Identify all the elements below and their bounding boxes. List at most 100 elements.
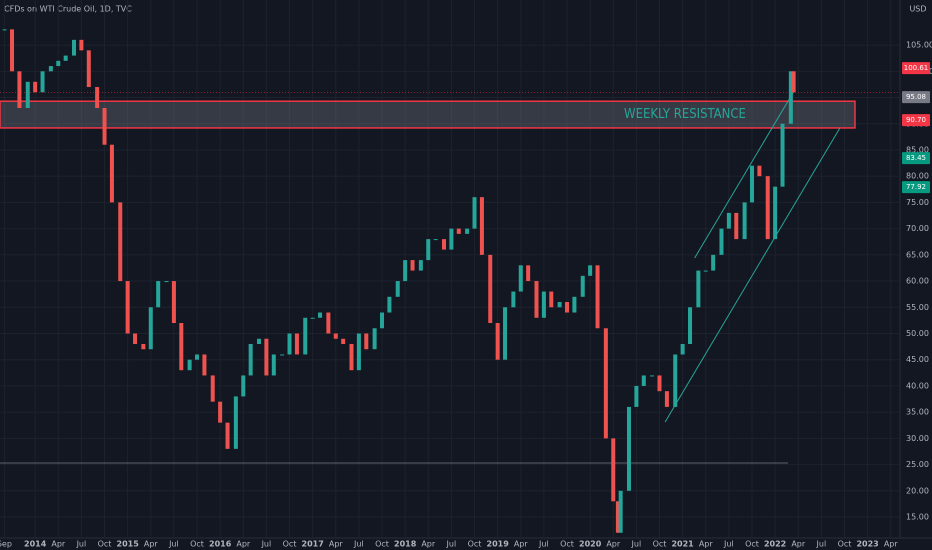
resistance-label: WEEKLY RESISTANCE — [624, 107, 746, 122]
resistance-band — [0, 100, 856, 129]
y-tick-label: 35.00 — [906, 408, 929, 417]
price-tag — [902, 91, 930, 104]
y-tick-label: 105.00 — [906, 41, 932, 50]
candle — [680, 343, 685, 355]
candle — [696, 270, 701, 308]
candle — [287, 333, 292, 355]
candle — [195, 354, 200, 360]
y-tick-label: 45.00 — [906, 355, 929, 364]
candle — [526, 265, 531, 282]
candle — [118, 202, 123, 282]
candle — [634, 385, 639, 407]
x-tick-label: Apr — [51, 540, 66, 549]
y-tick-label: 75.00 — [906, 198, 929, 207]
x-tick-label: Sep — [0, 540, 12, 549]
candle — [757, 165, 762, 177]
y-tick-label: 30.00 — [906, 434, 929, 443]
candle — [387, 296, 392, 313]
candle — [688, 307, 693, 344]
candle — [109, 144, 114, 203]
y-tick-label: 40.00 — [906, 381, 929, 390]
x-tick-label: Apr — [884, 540, 899, 549]
channel-line — [694, 89, 795, 259]
y-tick-label: 60.00 — [906, 277, 929, 286]
candle — [472, 197, 477, 229]
candle — [326, 312, 331, 334]
candle — [557, 302, 562, 308]
candle — [750, 165, 755, 203]
candle — [179, 323, 184, 371]
currency-label: USD — [909, 5, 926, 14]
candle — [218, 401, 223, 423]
candle — [488, 254, 493, 324]
candle — [626, 406, 631, 491]
chart-title: CFDs on WTI Crude Oil, 1D, TVC — [4, 5, 132, 14]
price-tag-label: 90.70 — [906, 116, 926, 124]
candle — [418, 260, 423, 271]
candle — [572, 296, 577, 313]
x-tick-label: 2022 — [764, 540, 786, 549]
x-tick-label: Apr — [329, 540, 344, 549]
x-tick-label: 2017 — [302, 540, 324, 549]
candle — [210, 375, 215, 402]
x-tick-label: Oct — [745, 540, 759, 549]
candle — [141, 343, 146, 350]
x-tick-label: Oct — [190, 540, 204, 549]
x-tick-label: Jul — [631, 540, 642, 549]
candle — [264, 338, 269, 376]
x-tick-label: Apr — [791, 540, 806, 549]
x-tick-label: Jul — [353, 540, 364, 549]
candle — [202, 354, 207, 376]
candle — [449, 228, 454, 250]
candle — [271, 354, 276, 376]
candle — [102, 108, 107, 145]
price-tag-label: 83.45 — [906, 154, 926, 162]
x-tick-label: Jul — [168, 540, 179, 549]
x-tick-label: Jul — [538, 540, 549, 549]
candle — [241, 375, 246, 397]
x-tick-label: Jul — [446, 540, 457, 549]
x-tick-label: Oct — [468, 540, 482, 549]
candle — [541, 291, 546, 318]
candle — [33, 81, 38, 93]
candle — [171, 281, 176, 324]
candle — [225, 422, 230, 449]
price-tag — [902, 62, 930, 75]
candle — [2, 29, 7, 31]
candle — [48, 66, 53, 72]
x-tick-label: Oct — [560, 540, 574, 549]
x-tick-label: Jul — [723, 540, 734, 549]
candle — [549, 291, 554, 308]
candle — [511, 291, 516, 308]
candle — [773, 186, 778, 240]
candle — [280, 354, 285, 356]
candle — [71, 39, 76, 56]
candle — [56, 60, 61, 67]
candle — [719, 228, 724, 255]
candle — [518, 265, 523, 292]
candle — [333, 333, 338, 339]
candle — [148, 307, 153, 350]
y-tick-label: 25.00 — [906, 460, 929, 469]
candle — [664, 391, 669, 407]
y-tick-label: 85.00 — [906, 145, 929, 154]
x-tick-label: Apr — [144, 540, 159, 549]
candle — [187, 359, 192, 371]
candle — [603, 328, 608, 439]
candle — [588, 265, 593, 276]
price-tag-label: 95.08 — [906, 93, 926, 101]
candle — [410, 260, 415, 271]
x-tick-label: Oct — [838, 540, 852, 549]
x-tick-label: Oct — [98, 540, 112, 549]
candle — [395, 281, 400, 297]
candle — [63, 55, 68, 61]
candle — [611, 438, 616, 502]
candle — [673, 354, 678, 407]
candle — [534, 281, 539, 318]
channel-line — [664, 127, 841, 423]
y-tick-label: 70.00 — [906, 224, 929, 233]
candle — [495, 323, 500, 360]
candle — [595, 265, 600, 329]
candle — [86, 50, 91, 88]
